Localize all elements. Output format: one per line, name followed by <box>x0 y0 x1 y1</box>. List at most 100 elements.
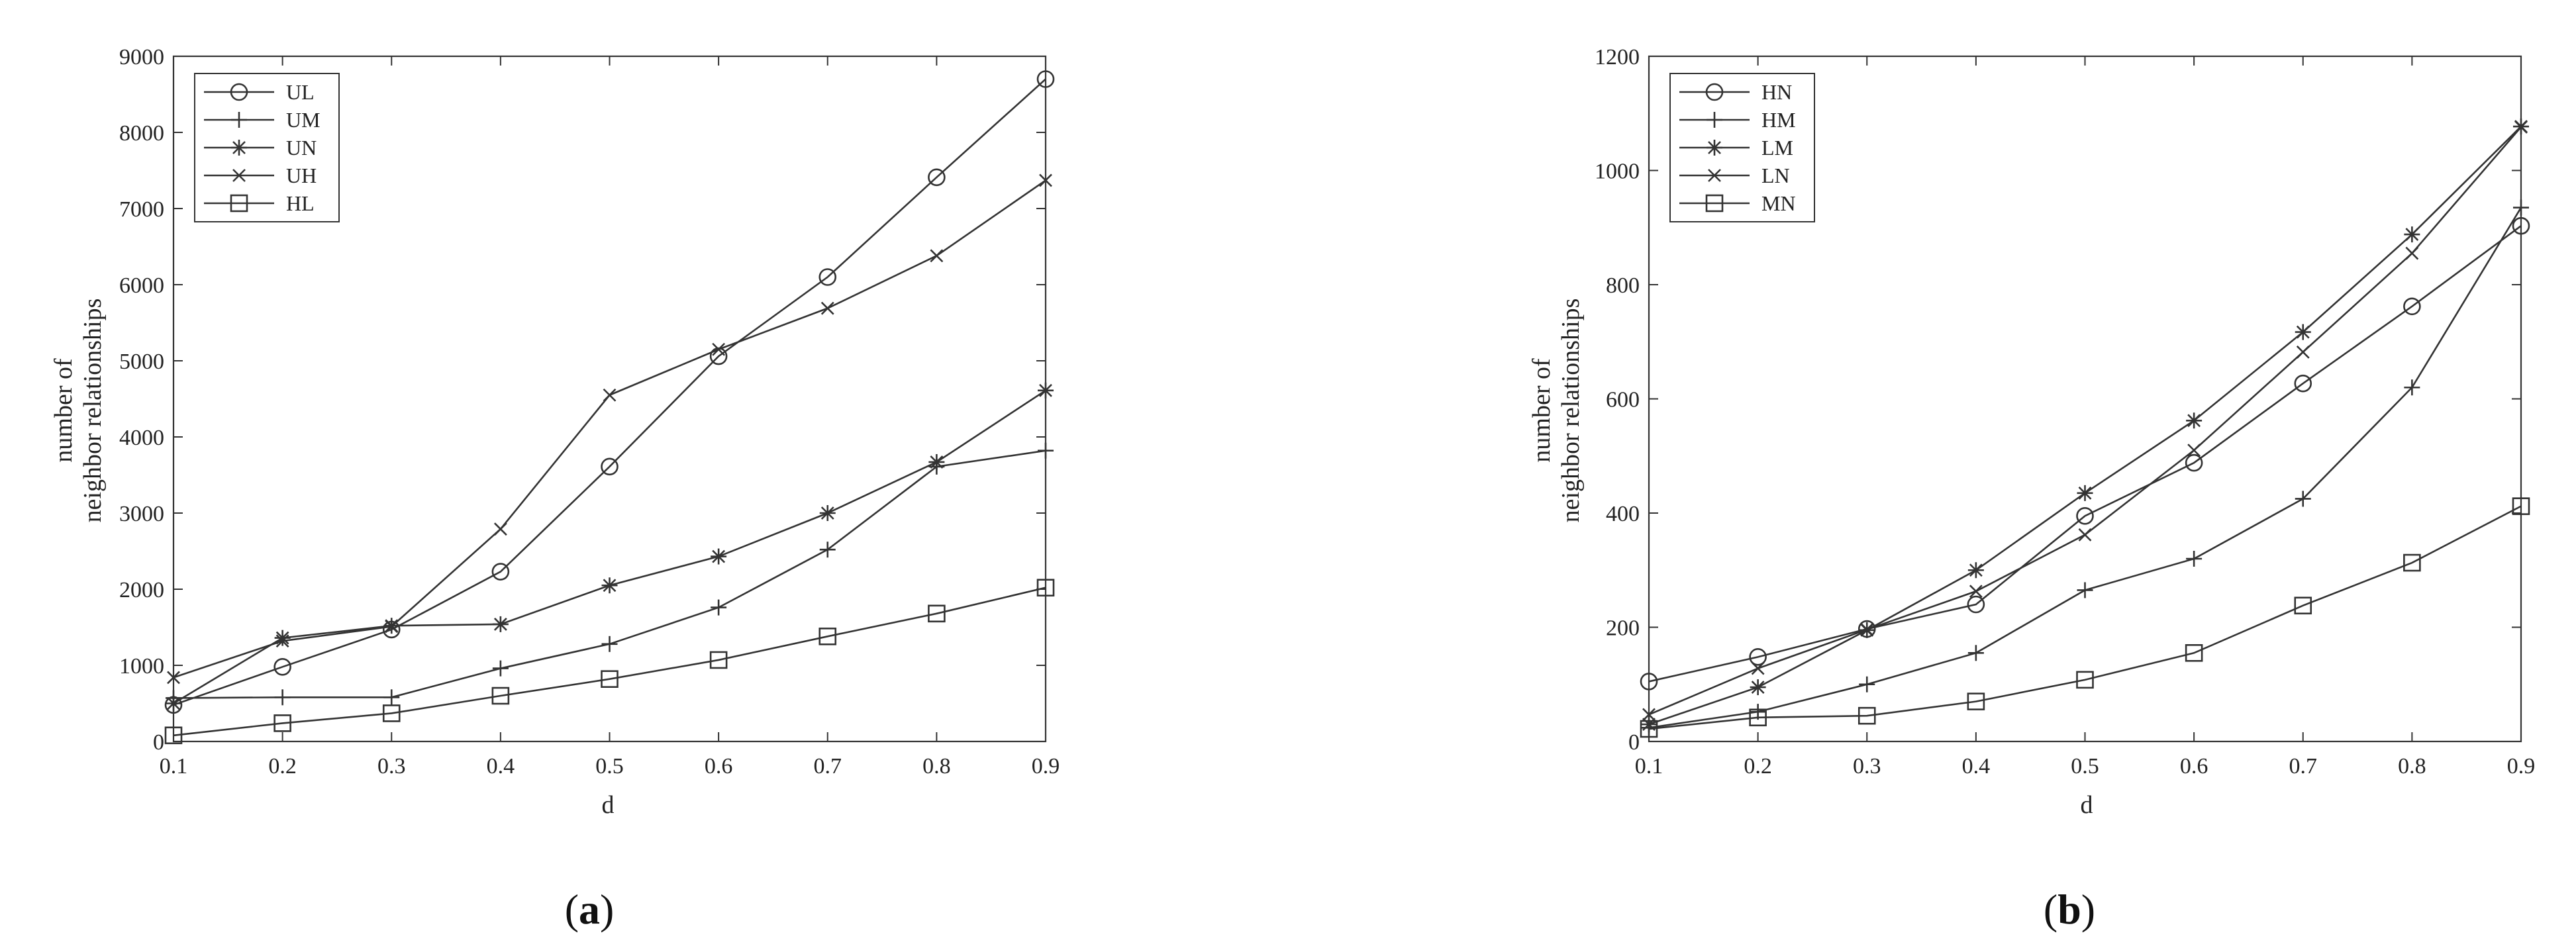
y-tick-label: 0 <box>153 730 164 755</box>
y-tick-label: 2000 <box>119 578 164 602</box>
y-tick-label: 5000 <box>119 350 164 374</box>
data-point-UM <box>711 599 727 616</box>
x-tick-label: 0.3 <box>377 754 406 779</box>
data-point-LM <box>2295 324 2311 340</box>
series-HN <box>1640 216 2530 690</box>
panel-label: (b) <box>2044 886 2095 933</box>
series-UM <box>166 442 1054 706</box>
y-axis-label: number of neighbor relationships <box>50 299 107 523</box>
data-point-UM <box>492 660 509 677</box>
data-point-MN <box>2512 497 2530 515</box>
panel-letter: b <box>2057 886 2081 933</box>
series-UH <box>167 173 1052 685</box>
x-tick-label: 0.4 <box>1962 754 1991 779</box>
data-point-UH <box>493 522 507 536</box>
data-point-UH <box>167 671 180 685</box>
legend-item-UN: UN <box>204 136 317 160</box>
legend-label: UL <box>286 80 315 104</box>
data-point-LN <box>1969 585 1983 598</box>
data-point-UN <box>166 695 181 712</box>
data-point-HL <box>1036 579 1055 597</box>
y-axis-label-line-1: number of <box>1528 358 1556 463</box>
series-line-HN <box>1648 225 2522 683</box>
legend-marker <box>231 112 247 128</box>
legend-item-HN: HN <box>1679 80 1792 104</box>
y-tick-label: 800 <box>1606 273 1640 298</box>
data-point-HL <box>164 726 183 745</box>
y-axis-label-line-1: number of <box>50 358 77 463</box>
y-tick-label: 3000 <box>119 502 164 526</box>
series-line-UN <box>173 389 1046 704</box>
y-tick-label: 0 <box>1628 730 1640 755</box>
data-point-LN <box>2296 345 2310 359</box>
data-point-UM <box>383 689 400 706</box>
legend-marker <box>232 169 246 182</box>
chart-b: d number of neighbor relationships (b) 0… <box>1528 45 2535 933</box>
data-point-MN <box>2294 596 2312 615</box>
y-tick-label: 6000 <box>119 273 164 298</box>
data-point-HM <box>1967 645 1984 661</box>
data-point-UN <box>928 453 945 470</box>
data-point-UH <box>1039 173 1052 187</box>
x-tick-label: 0.2 <box>1744 754 1772 779</box>
x-axis-label: d <box>2081 791 2093 819</box>
x-tick-label: 0.7 <box>814 754 842 779</box>
series-HM <box>1641 199 2529 736</box>
data-point-LM <box>2077 485 2093 501</box>
data-point-MN <box>2403 553 2421 572</box>
y-tick-label: 4000 <box>119 426 164 450</box>
data-point-HL <box>491 687 510 705</box>
legend-label: UN <box>286 136 317 160</box>
legend-marker <box>231 140 247 156</box>
legend-label: HL <box>286 191 315 215</box>
y-axis-label-line-2: neighbor relationships <box>1557 299 1585 523</box>
data-point-HM <box>2077 582 2093 598</box>
legend-item-HM: HM <box>1679 108 1796 132</box>
data-point-UL <box>928 168 946 187</box>
data-point-LM <box>2186 412 2203 429</box>
x-tick-label: 0.5 <box>595 754 624 779</box>
x-tick-label: 0.6 <box>705 754 733 779</box>
x-tick-label: 0.2 <box>268 754 297 779</box>
x-tick-label: 0.8 <box>2398 754 2426 779</box>
data-point-HN <box>2185 453 2203 472</box>
data-point-HN <box>2512 216 2530 235</box>
legend-marker <box>1705 194 1724 213</box>
legend-label: UH <box>286 164 317 187</box>
series-line-HL <box>173 587 1046 737</box>
data-point-UL <box>273 657 291 676</box>
legend-label: MN <box>1761 191 1796 215</box>
plot-area: 0 200 400 600 800 1000 1200 0.1 0.2 0.3 0.4 0.5 0.6 0… <box>1595 45 2535 779</box>
data-point-HN <box>2076 507 2094 525</box>
legend-item-UL: UL <box>204 80 315 104</box>
legend-marker <box>1708 169 1721 182</box>
panel-letter: a <box>579 886 600 933</box>
data-point-LN <box>2187 444 2201 457</box>
data-point-UL <box>491 563 510 581</box>
data-point-LN <box>2405 246 2419 260</box>
data-point-UM <box>601 636 618 652</box>
data-point-HN <box>1749 648 1767 666</box>
series-UN <box>166 382 1054 712</box>
legend: UL UM UN UH HL <box>194 73 340 222</box>
data-point-UM <box>819 542 836 558</box>
legend: HN HM LM LN MN <box>1669 73 1815 222</box>
data-point-UN <box>711 548 727 565</box>
plot-area: 0 1000 2000 3000 4000 5000 6000 7000 8000 9000 0.1… <box>119 45 1060 779</box>
series-line-HM <box>1648 207 2522 729</box>
data-point-UH <box>385 620 399 634</box>
legend-label: UM <box>286 108 321 132</box>
data-point-MN <box>2076 671 2094 689</box>
data-point-LM <box>1750 679 1766 696</box>
series-line-MN <box>1648 505 2522 730</box>
y-tick-label: 200 <box>1606 616 1640 641</box>
legend-item-LM: LM <box>1679 136 1793 160</box>
data-point-HL <box>382 704 401 722</box>
data-point-UH <box>603 388 617 402</box>
legend-marker <box>1707 140 1722 156</box>
x-tick-label: 0.8 <box>922 754 951 779</box>
data-point-LN <box>1642 708 1656 722</box>
data-point-LN <box>1751 661 1765 675</box>
data-point-MN <box>2185 644 2203 662</box>
data-point-MN <box>1967 692 1985 710</box>
